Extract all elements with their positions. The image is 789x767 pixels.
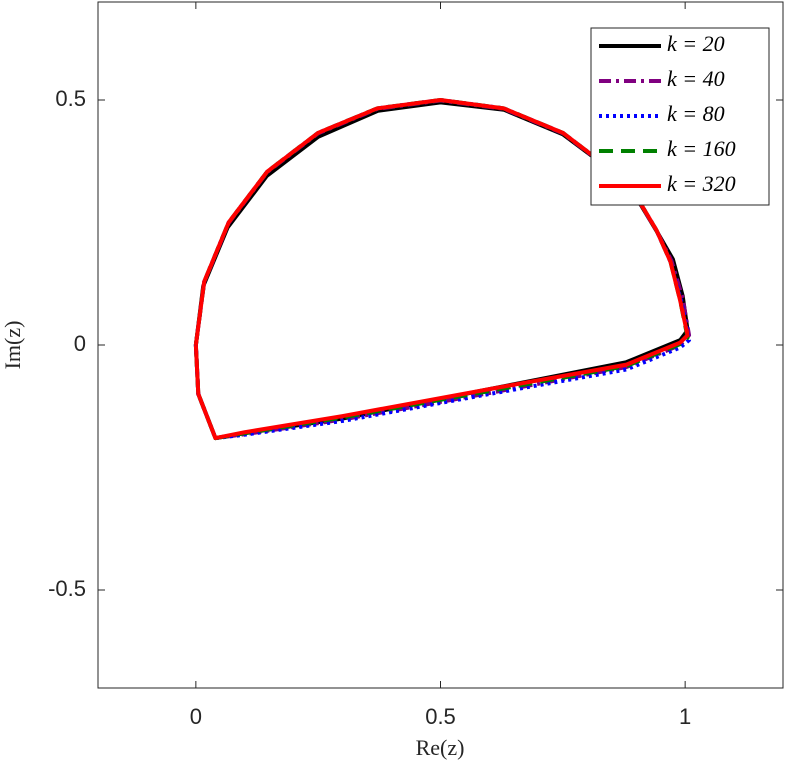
legend-label: k = 320 [667,171,736,196]
x-tick-label: 0.5 [425,704,456,729]
y-tick-label: 0.5 [55,86,86,111]
legend-label: k = 20 [667,31,725,56]
x-axis-label: Re(z) [416,735,465,760]
legend-label: k = 80 [667,101,725,126]
y-axis-label: Im(z) [0,321,25,370]
y-tick-label: 0 [74,331,86,356]
x-tick-label: 1 [679,704,691,729]
legend-label: k = 40 [667,66,725,91]
x-tick-label: 0 [190,704,202,729]
series-line [193,98,690,441]
legend-label: k = 160 [667,136,736,161]
y-tick-label: -0.5 [48,576,86,601]
